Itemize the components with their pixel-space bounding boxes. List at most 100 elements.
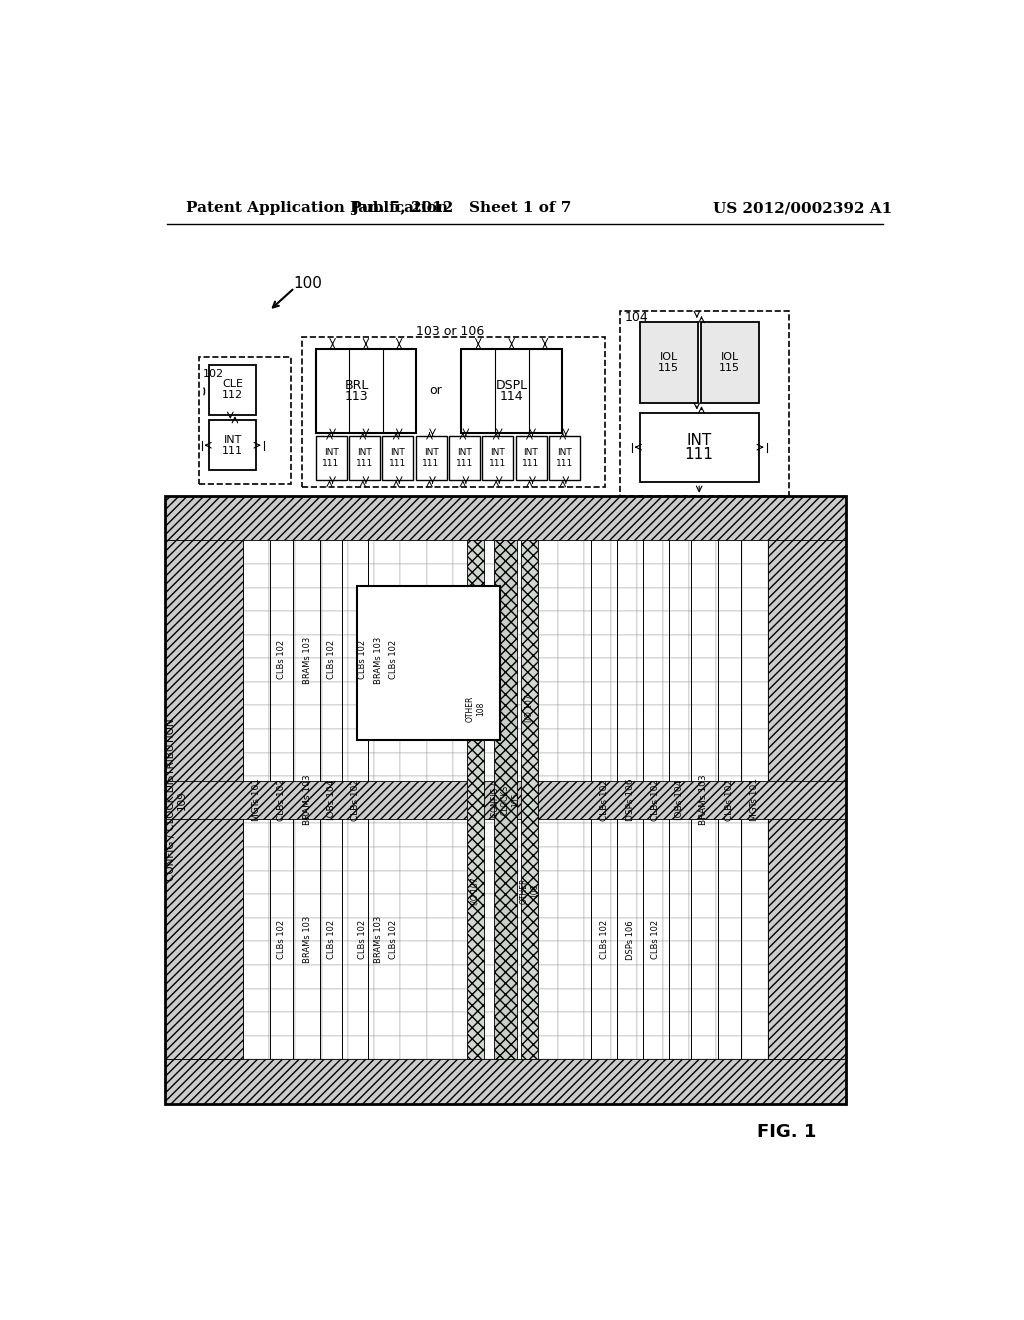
Bar bbox=[243, 752, 269, 776]
Bar bbox=[637, 871, 664, 894]
Bar bbox=[689, 917, 716, 941]
Bar bbox=[453, 824, 479, 847]
Bar bbox=[269, 800, 295, 824]
Bar bbox=[610, 989, 637, 1012]
Bar bbox=[348, 752, 374, 776]
Bar bbox=[479, 824, 506, 847]
Bar bbox=[531, 776, 558, 800]
Bar bbox=[479, 917, 506, 941]
Bar bbox=[400, 729, 427, 752]
Bar bbox=[664, 917, 689, 941]
Bar bbox=[322, 847, 348, 871]
Bar bbox=[689, 540, 716, 564]
Bar bbox=[637, 800, 664, 824]
Text: BRL: BRL bbox=[344, 379, 369, 392]
Bar bbox=[531, 564, 558, 587]
Bar bbox=[243, 894, 269, 917]
Bar bbox=[295, 682, 322, 705]
Bar bbox=[322, 682, 348, 705]
Bar bbox=[585, 965, 610, 989]
Bar bbox=[610, 540, 637, 564]
Bar bbox=[716, 965, 741, 989]
Bar bbox=[531, 894, 558, 917]
Bar bbox=[374, 752, 400, 776]
Bar bbox=[400, 894, 427, 917]
Bar bbox=[400, 587, 427, 611]
Bar bbox=[506, 917, 531, 941]
Bar bbox=[295, 635, 322, 659]
Bar bbox=[558, 752, 585, 776]
Bar bbox=[295, 800, 322, 824]
Text: OTHER
108: OTHER 108 bbox=[520, 878, 540, 904]
Text: CLBs 102: CLBs 102 bbox=[276, 920, 286, 960]
Bar bbox=[637, 1036, 664, 1060]
Text: BRAMs 103: BRAMs 103 bbox=[302, 636, 311, 684]
Bar bbox=[479, 682, 506, 705]
Text: DSPs 106: DSPs 106 bbox=[626, 779, 635, 821]
Bar bbox=[610, 776, 637, 800]
Bar bbox=[585, 635, 610, 659]
Bar bbox=[479, 989, 506, 1012]
Bar bbox=[453, 1012, 479, 1036]
Bar bbox=[741, 587, 768, 611]
Bar bbox=[531, 705, 558, 729]
Bar bbox=[243, 776, 269, 800]
Bar bbox=[453, 729, 479, 752]
Bar bbox=[427, 800, 453, 824]
Bar bbox=[200, 358, 291, 484]
Bar bbox=[374, 917, 400, 941]
Bar bbox=[741, 965, 768, 989]
Bar bbox=[269, 705, 295, 729]
Bar bbox=[479, 587, 506, 611]
Bar bbox=[531, 824, 558, 847]
Bar bbox=[382, 436, 414, 480]
Bar bbox=[269, 776, 295, 800]
Bar bbox=[637, 587, 664, 611]
Bar bbox=[515, 436, 547, 480]
Bar bbox=[374, 587, 400, 611]
Text: BRAMs 103: BRAMs 103 bbox=[699, 775, 709, 825]
Bar bbox=[664, 729, 689, 752]
Bar bbox=[610, 635, 637, 659]
Bar bbox=[322, 871, 348, 894]
Bar bbox=[453, 847, 479, 871]
Bar bbox=[479, 1012, 506, 1036]
Bar bbox=[322, 989, 348, 1012]
Bar bbox=[479, 611, 506, 635]
Bar bbox=[741, 659, 768, 682]
Bar bbox=[374, 776, 400, 800]
Bar bbox=[269, 540, 295, 564]
Text: CLBs 102: CLBs 102 bbox=[350, 779, 359, 821]
Bar bbox=[269, 941, 295, 965]
Bar bbox=[689, 635, 716, 659]
Bar bbox=[610, 564, 637, 587]
Bar bbox=[637, 965, 664, 989]
Bar bbox=[374, 871, 400, 894]
Bar bbox=[506, 752, 531, 776]
Text: INT: INT bbox=[324, 447, 338, 457]
Bar bbox=[449, 436, 480, 480]
Bar bbox=[506, 611, 531, 635]
Bar bbox=[741, 824, 768, 847]
Bar bbox=[637, 635, 664, 659]
Bar bbox=[453, 800, 479, 824]
Bar bbox=[689, 941, 716, 965]
Text: MGTs 101: MGTs 101 bbox=[750, 779, 759, 821]
Bar bbox=[741, 729, 768, 752]
Bar bbox=[479, 705, 506, 729]
Text: 111: 111 bbox=[556, 459, 573, 467]
Bar bbox=[716, 824, 741, 847]
Bar bbox=[585, 989, 610, 1012]
Bar bbox=[506, 847, 531, 871]
Bar bbox=[610, 659, 637, 682]
Bar bbox=[664, 824, 689, 847]
Bar bbox=[243, 1036, 269, 1060]
Bar bbox=[453, 752, 479, 776]
Bar bbox=[348, 564, 374, 587]
Text: 111: 111 bbox=[355, 459, 373, 467]
Bar bbox=[506, 776, 531, 800]
Text: or: or bbox=[429, 384, 442, 397]
Bar bbox=[716, 682, 741, 705]
Bar bbox=[479, 729, 506, 752]
Bar bbox=[664, 659, 689, 682]
